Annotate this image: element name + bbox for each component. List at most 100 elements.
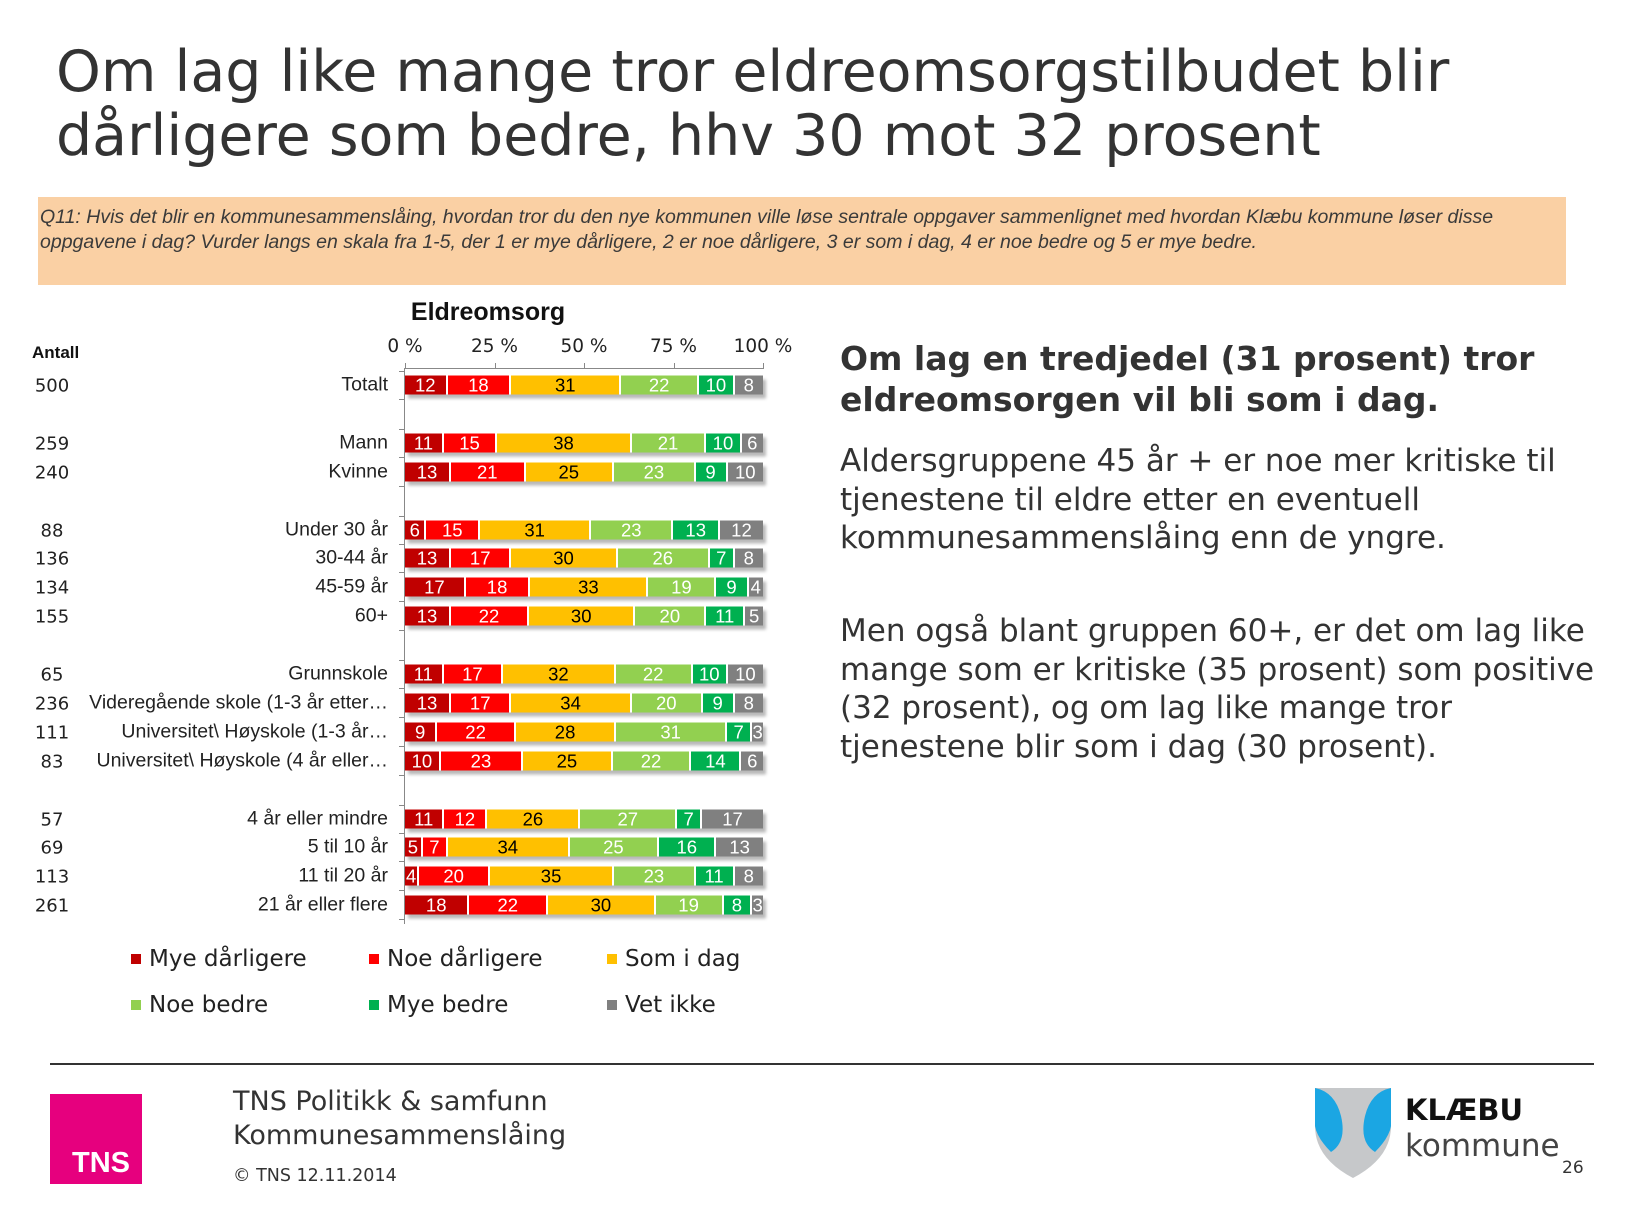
bar-segment-noe-bedre: 31 bbox=[616, 722, 728, 742]
bar-segment-vet-ikke: 12 bbox=[719, 520, 763, 539]
bar-segment-mye-bedre: 14 bbox=[691, 751, 742, 771]
x-tick-mark bbox=[584, 363, 585, 369]
y-tick-mark bbox=[399, 515, 405, 517]
row-category-label: 5 til 10 år bbox=[307, 835, 388, 858]
row-n-count: 261 bbox=[34, 895, 70, 917]
klaebu-shield-icon bbox=[1315, 1088, 1391, 1178]
bar-segment-mye-dårligere: 12 bbox=[405, 375, 448, 395]
row-category-label: Totalt bbox=[341, 373, 388, 396]
bar-segment-mye-dårligere: 5 bbox=[405, 837, 423, 857]
bar-segment-vet-ikke: 4 bbox=[748, 577, 763, 597]
bar-segment-vet-ikke: 3 bbox=[752, 895, 763, 915]
row-category-label: 21 år eller flere bbox=[257, 893, 388, 916]
bar-segment-noe-dårligere: 15 bbox=[426, 520, 481, 539]
tns-logo-text: TNS bbox=[72, 1147, 130, 1179]
bar-segment-som-i-dag: 35 bbox=[490, 866, 615, 886]
bar-segment-mye-bedre: 7 bbox=[677, 809, 703, 828]
x-tick-mark bbox=[494, 363, 496, 369]
y-tick-mark bbox=[399, 774, 405, 776]
stacked-bar: 13 17 30 26 7 8 bbox=[405, 548, 763, 568]
row-n-count: 83 bbox=[40, 751, 64, 773]
bar-segment-noe-dårligere: 17 bbox=[443, 664, 504, 684]
stacked-bar: 10 23 25 22 14 6 bbox=[405, 751, 763, 771]
row-category-label: Universitet\ Høyskole (1-3 år… bbox=[121, 720, 388, 743]
y-tick-mark bbox=[399, 919, 405, 921]
bar-segment-som-i-dag: 30 bbox=[548, 895, 656, 915]
bar-segment-noe-bedre: 20 bbox=[631, 693, 703, 713]
row-n-count: 236 bbox=[34, 693, 70, 715]
bar-segment-mye-bedre: 13 bbox=[673, 520, 720, 539]
bar-segment-noe-dårligere: 12 bbox=[444, 809, 488, 828]
bar-segment-noe-bedre: 22 bbox=[612, 751, 692, 771]
summary-paragraph-2: Men også blant gruppen 60+, er det om la… bbox=[840, 613, 1595, 765]
bar-segment-noe-bedre: 23 bbox=[614, 866, 696, 886]
tns-logo: TNS bbox=[50, 1094, 142, 1184]
legend-swatch bbox=[607, 954, 617, 964]
bar-segment-vet-ikke: 10 bbox=[727, 462, 763, 482]
slide-title: Om lag like mange tror eldreomsorgstilbu… bbox=[56, 39, 1450, 169]
bar-segment-noe-dårligere: 15 bbox=[443, 433, 498, 453]
legend-label: Mye bedre bbox=[387, 992, 509, 1018]
bar-segment-som-i-dag: 25 bbox=[523, 751, 613, 771]
chart-title: Eldreomsorg bbox=[410, 298, 566, 326]
legend-swatch bbox=[131, 1000, 141, 1010]
stacked-bar: 6 15 31 23 13 12 bbox=[405, 520, 763, 539]
n-column-header: Antall bbox=[32, 343, 80, 362]
row-n-count: 111 bbox=[34, 722, 70, 744]
bar-segment-som-i-dag: 34 bbox=[447, 837, 570, 857]
bar-segment-noe-dårligere: 18 bbox=[447, 375, 512, 395]
bar-segment-som-i-dag: 33 bbox=[530, 577, 649, 597]
legend-item: Noe dårligere bbox=[369, 946, 543, 972]
y-tick-mark bbox=[399, 399, 405, 400]
bar-segment-mye-dårligere: 18 bbox=[405, 895, 470, 915]
bar-segment-vet-ikke: 8 bbox=[734, 693, 763, 713]
bar-segment-noe-bedre: 26 bbox=[617, 548, 710, 568]
bar-segment-noe-bedre: 20 bbox=[635, 606, 707, 626]
y-tick-mark bbox=[399, 660, 405, 661]
legend-swatch bbox=[369, 1000, 379, 1010]
bar-segment-mye-bedre: 9 bbox=[695, 462, 728, 482]
stacked-bar: 13 22 30 20 11 5 bbox=[405, 606, 763, 626]
klaebu-name: KLÆBU bbox=[1405, 1093, 1524, 1127]
stacked-bar: 4 20 35 23 11 8 bbox=[405, 866, 763, 886]
bar-segment-mye-bedre: 10 bbox=[692, 664, 728, 684]
row-n-count: 136 bbox=[34, 548, 70, 570]
bar-segment-mye-dårligere: 11 bbox=[405, 664, 444, 684]
bar-segment-noe-dårligere: 17 bbox=[451, 548, 512, 568]
bar-segment-noe-dårligere: 21 bbox=[451, 462, 526, 482]
bar-segment-mye-dårligere: 13 bbox=[405, 462, 452, 482]
bar-segment-mye-bedre: 7 bbox=[727, 722, 753, 742]
legend-item: Som i dag bbox=[607, 946, 740, 972]
stacked-bar: 12 18 31 22 10 8 bbox=[405, 375, 763, 395]
y-tick-mark bbox=[399, 428, 405, 430]
bar-segment-vet-ikke: 8 bbox=[734, 375, 763, 395]
legend-swatch bbox=[131, 954, 141, 964]
bar-segment-som-i-dag: 30 bbox=[511, 548, 618, 568]
summary-heading: Om lag en tredjedel (31 prosent) tror el… bbox=[840, 339, 1535, 419]
row-category-label: Mann bbox=[339, 431, 388, 454]
bar-segment-som-i-dag: 31 bbox=[511, 375, 622, 395]
row-category-label: 60+ bbox=[354, 604, 388, 627]
bar-segment-noe-dårligere: 22 bbox=[437, 722, 516, 742]
legend-item: Mye bedre bbox=[369, 992, 508, 1018]
bar-segment-mye-dårligere: 11 bbox=[405, 809, 445, 828]
row-category-label: 11 til 20 år bbox=[298, 864, 388, 887]
stacked-bar: 13 21 25 23 9 10 bbox=[405, 462, 763, 482]
legend-label: Mye dårligere bbox=[149, 946, 307, 972]
stacked-bar: 5 7 34 25 16 13 bbox=[405, 837, 763, 857]
bar-segment-som-i-dag: 25 bbox=[525, 462, 615, 482]
row-n-count: 155 bbox=[34, 606, 70, 628]
y-tick-mark bbox=[399, 543, 405, 545]
bar-segment-noe-dårligere: 17 bbox=[451, 693, 512, 713]
bar-segment-noe-dårligere: 23 bbox=[440, 751, 524, 771]
bar-segment-mye-dårligere: 6 bbox=[405, 520, 427, 539]
bar-segment-mye-bedre: 16 bbox=[659, 837, 717, 857]
stacked-bar: 13 17 34 20 9 8 bbox=[405, 693, 763, 713]
bar-segment-vet-ikke: 6 bbox=[741, 433, 763, 453]
bar-segment-noe-bedre: 23 bbox=[614, 462, 696, 482]
y-tick-mark bbox=[399, 688, 405, 689]
bar-segment-noe-bedre: 22 bbox=[615, 664, 693, 684]
footer-project: Kommunesammenslåing bbox=[233, 1120, 567, 1151]
x-tick-label: 25 % bbox=[471, 336, 518, 357]
row-n-count: 259 bbox=[34, 433, 70, 455]
